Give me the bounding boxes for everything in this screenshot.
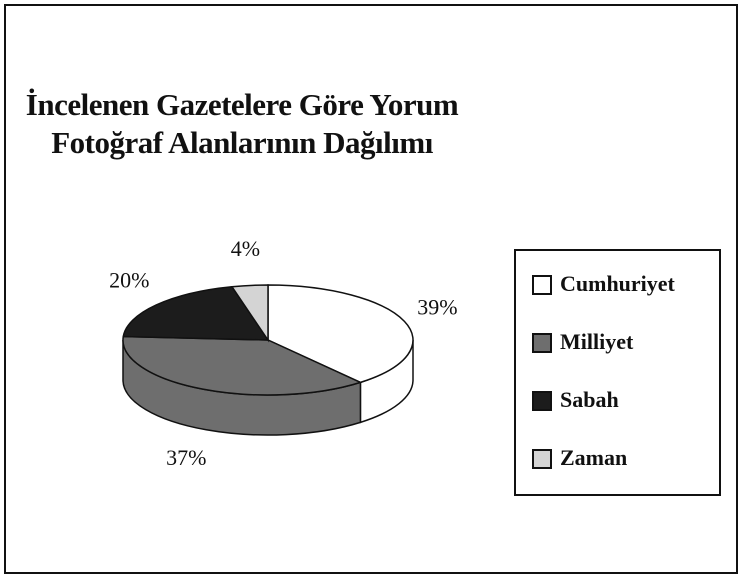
slice [122,335,363,396]
data-label: 37% [166,445,206,470]
slice [122,285,270,341]
legend-swatch [532,333,552,353]
legend-label: Zaman [560,445,627,470]
legend-swatch [532,449,552,469]
legend-label: Milliyet [560,329,634,354]
data-label: 39% [417,295,457,320]
data-label: 4% [231,236,260,261]
chart-title: İncelenen Gazetelere Göre Yorum Fotoğraf… [25,87,459,160]
frame [4,4,738,574]
slice [267,284,414,384]
legend-label: Sabah [560,387,619,412]
legend-swatch [532,391,552,411]
slice [230,284,269,343]
legend-swatch [532,275,552,295]
data-label: 20% [109,268,149,293]
legend-label: Cumhuriyet [560,271,676,296]
